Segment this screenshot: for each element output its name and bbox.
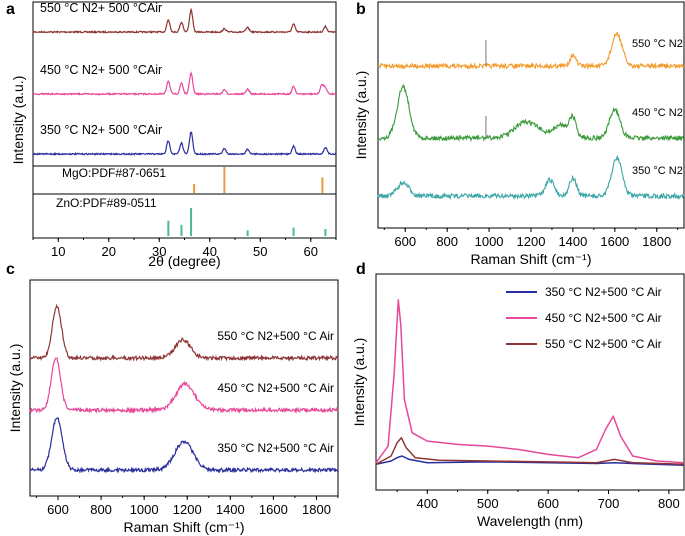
- x-axis-label: 2θ (degree): [148, 253, 220, 269]
- panel-b: 600 800 1000 1200 1400 1600 1800 Raman Shift (c…: [353, 1, 685, 267]
- series-label: 450 °C N2: [632, 107, 683, 119]
- series-label: 550 °C N2: [632, 38, 683, 50]
- series-line: [29, 357, 339, 415]
- series-label: 350 °C N2+500 °C Air: [217, 441, 334, 455]
- series-label: 450 °C N2+ 500 °CAir: [40, 63, 162, 77]
- panel-a: 10 20 30 40 50 60 2θ (degree) Intensity (a.u.) a…: [6, 1, 337, 269]
- panel-d: 400 500 600 700 800 Wavelength (nm) Intensity …: [351, 261, 685, 529]
- x-tick-label: 10: [51, 244, 65, 259]
- plot-frame: [29, 279, 339, 497]
- x-tick-label: 1600: [600, 234, 629, 249]
- x-tick-label: 1000: [475, 234, 504, 249]
- series-label: 350 °C N2+ 500 °CAir: [40, 123, 162, 137]
- x-tick-label: 600: [47, 502, 69, 517]
- x-tick-label: 800: [90, 502, 112, 517]
- x-tick-label: 50: [253, 244, 267, 259]
- reference-label: MgO:PDF#87-0651: [62, 166, 166, 180]
- panel-label: a: [6, 1, 15, 18]
- series-label: 450 °C N2+500 °C Air: [217, 381, 334, 395]
- plot-frame: [375, 273, 685, 491]
- y-axis-label: Intensity (a.u.): [353, 71, 369, 160]
- legend-label: 550 °C N2+500 °C Air: [545, 337, 662, 351]
- x-tick-label: 1200: [517, 234, 546, 249]
- series-line: [32, 7, 337, 35]
- x-tick-label: 20: [102, 244, 116, 259]
- x-tick-label: 500: [477, 496, 499, 511]
- series-label: 550 °C N2+500 °C Air: [217, 329, 334, 343]
- series-label: 350 °C N2: [632, 165, 683, 177]
- x-tick-label: 1400: [216, 502, 245, 517]
- x-tick-label: 1000: [130, 502, 159, 517]
- series-line: [29, 416, 339, 475]
- x-axis-label: Raman Shift (cm⁻¹): [124, 519, 245, 535]
- series-line: [377, 155, 685, 201]
- series-line: [377, 83, 685, 143]
- x-tick-label: 600: [394, 234, 416, 249]
- x-axis-label: Raman Shift (cm⁻¹): [471, 251, 592, 267]
- x-tick-label: 60: [304, 244, 318, 259]
- panel-label: b: [356, 1, 366, 18]
- x-tick-label: 600: [537, 496, 559, 511]
- x-tick-label: 800: [436, 234, 458, 249]
- series-line: [375, 299, 685, 464]
- y-axis-label: Intensity (a.u.): [10, 76, 26, 165]
- series-line: [377, 31, 685, 71]
- x-tick-label: 1800: [642, 234, 671, 249]
- x-tick-label: 1400: [558, 234, 587, 249]
- x-tick-label: 800: [658, 496, 680, 511]
- series-line: [32, 71, 337, 97]
- y-axis-label: Intensity (a.u.): [351, 338, 367, 427]
- series-line: [375, 437, 685, 466]
- series-label: 550 °C N2+ 500 °CAir: [40, 1, 162, 15]
- x-tick-label: 1800: [302, 502, 331, 517]
- series-line: [33, 131, 337, 157]
- y-axis-label: Intensity (a.u.): [7, 344, 23, 433]
- panel-label: c: [6, 261, 15, 278]
- x-tick-label: 40: [203, 244, 217, 259]
- x-tick-label: 700: [598, 496, 620, 511]
- x-tick-label: 1200: [173, 502, 202, 517]
- series-line: [375, 455, 685, 466]
- series-line: [29, 303, 339, 362]
- panel-label: d: [356, 261, 366, 278]
- panel-c: 600 800 1000 1200 1400 1600 1800 Raman Shift (c…: [6, 261, 339, 535]
- reference-label: ZnO:PDF#89-0511: [56, 196, 157, 210]
- legend-label: 450 °C N2+500 °C Air: [545, 311, 662, 325]
- x-tick-label: 1600: [259, 502, 288, 517]
- x-tick-label: 30: [152, 244, 166, 259]
- x-tick-label: 400: [416, 496, 438, 511]
- legend-label: 350 °C N2+500 °C Air: [545, 285, 662, 299]
- x-axis-label: Wavelength (nm): [477, 513, 583, 529]
